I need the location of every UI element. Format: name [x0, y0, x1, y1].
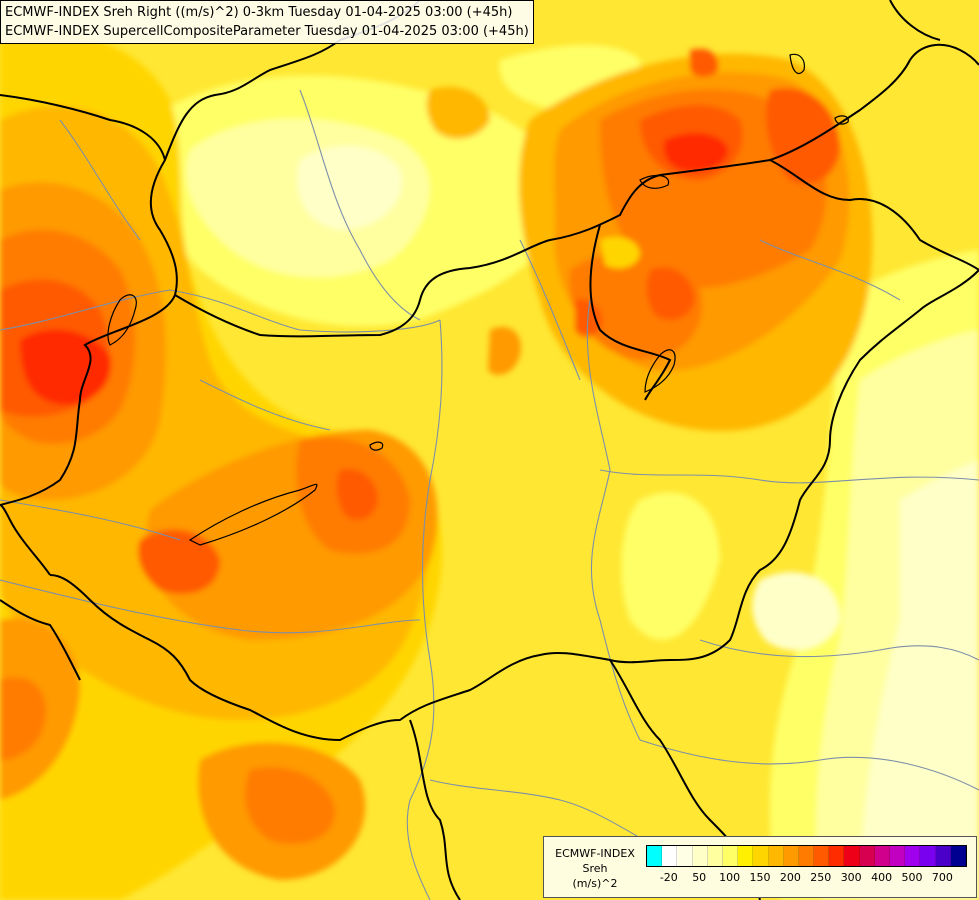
legend-swatch	[692, 846, 708, 866]
legend-swatch	[722, 846, 739, 866]
map-title-box: ECMWF-INDEX Sreh Right ((m/s)^2) 0-3km T…	[0, 0, 534, 44]
legend-swatch	[814, 846, 830, 866]
legend-tick-label: 300	[840, 871, 862, 884]
legend-swatch	[707, 846, 723, 866]
legend-line-2: Sreh	[582, 862, 608, 875]
legend-tick-row: -20 50 100 150 200 250 300 400 500 700	[646, 871, 971, 887]
legend-tick-label: 50	[692, 871, 707, 884]
legend-tick-label: 400	[871, 871, 893, 884]
rivers	[0, 89, 979, 900]
legend-swatch	[798, 846, 815, 866]
legend-label: ECMWF-INDEX Sreh (m/s)^2	[548, 846, 642, 891]
color-legend: ECMWF-INDEX Sreh (m/s)^2 -20 50 100 150 200 2…	[543, 836, 977, 898]
legend-swatch-bar	[646, 845, 967, 867]
title-line-1: ECMWF-INDEX Sreh Right ((m/s)^2) 0-3km T…	[5, 5, 513, 20]
legend-tick-label: 700	[931, 871, 953, 884]
legend-swatch	[677, 846, 693, 866]
legend-swatch	[768, 846, 784, 866]
legend-tick-label: -20	[659, 871, 678, 884]
legend-swatch	[844, 846, 860, 866]
legend-swatch	[950, 846, 966, 866]
legend-swatch	[935, 846, 951, 866]
legend-swatch	[905, 846, 921, 866]
legend-swatch	[647, 846, 663, 866]
legend-swatch	[753, 846, 769, 866]
legend-tick-label: 200	[779, 871, 801, 884]
title-line-2: ECMWF-INDEX SupercellCompositeParameter …	[5, 24, 529, 39]
legend-swatch	[662, 846, 678, 866]
legend-swatch	[890, 846, 906, 866]
legend-tick-label: 500	[901, 871, 923, 884]
legend-tick-label: 250	[810, 871, 832, 884]
legend-swatch	[920, 846, 936, 866]
legend-swatch	[738, 846, 754, 866]
legend-line-1: ECMWF-INDEX	[555, 847, 635, 860]
legend-tick-label: 100	[719, 871, 741, 884]
legend-line-3: (m/s)^2	[572, 877, 618, 890]
scp-contours	[107, 53, 849, 546]
legend-swatch	[829, 846, 845, 866]
legend-swatch	[874, 846, 890, 866]
legend-swatch	[859, 846, 875, 866]
legend-swatch	[783, 846, 799, 866]
legend-tick-label: 150	[749, 871, 771, 884]
